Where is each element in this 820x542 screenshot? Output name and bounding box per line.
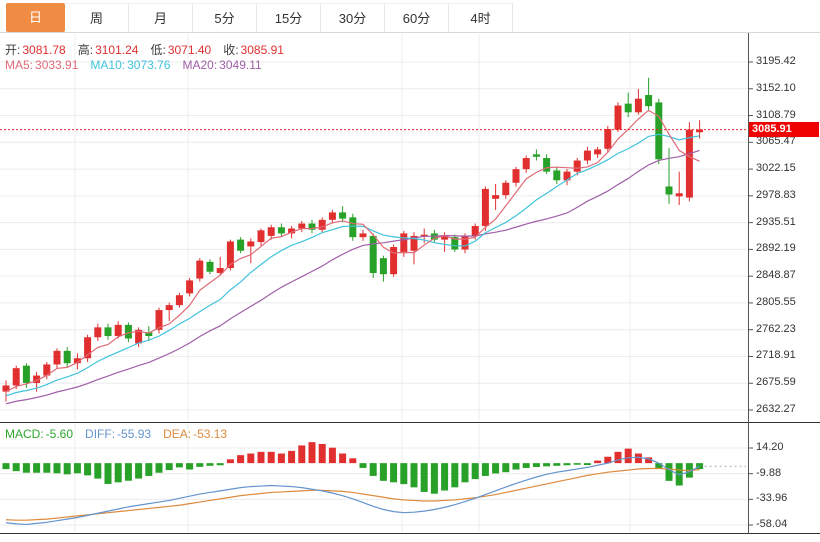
y-axis-label: 2632.27 — [756, 403, 796, 415]
current-price-tag: 3085.91 — [749, 122, 819, 138]
tab-15分[interactable]: 15分 — [257, 3, 321, 32]
low-value: 3071.40 — [167, 43, 212, 57]
open-label: 开: — [5, 43, 21, 57]
dea-label: DEA: — [163, 427, 192, 441]
open-value: 3081.78 — [22, 43, 66, 57]
ma10-label: MA10: — [90, 58, 126, 72]
y-axis-label: 2935.51 — [756, 215, 796, 228]
macd-value: -5.60 — [45, 427, 74, 441]
low-label: 低: — [150, 43, 166, 57]
y-axis-label: 14.20 — [756, 441, 784, 453]
y-axis-label: 3152.10 — [756, 81, 796, 94]
ma5-value: 3033.91 — [35, 58, 79, 72]
diff-value: -55.93 — [117, 427, 152, 441]
close-label: 收: — [223, 43, 239, 57]
close-value: 3085.91 — [240, 43, 284, 57]
ohlc-readout: 开: 3081.78 高: 3101.24 低: 3071.40 收: 3085.91 — [5, 41, 286, 58]
y-axis-label: 2762.23 — [756, 322, 796, 335]
y-axis-label: 3108.79 — [756, 108, 796, 121]
tab-30分[interactable]: 30分 — [321, 3, 385, 32]
ma5-label: MA5: — [5, 58, 34, 72]
tab-月[interactable]: 月 — [129, 3, 193, 32]
macd-label: MACD: — [5, 427, 44, 441]
timeframe-tabbar: 日周月 5分 15分 30分 60分 4时 — [0, 0, 820, 33]
tab-60分[interactable]: 60分 — [385, 3, 449, 32]
tab-5分[interactable]: 5分 — [193, 3, 257, 32]
y-axis-label: 2848.87 — [756, 269, 796, 282]
high-label: 高: — [77, 43, 94, 57]
macd-readout: MACD: -5.60 DIFF: -55.93 DEA: -53.13 — [5, 427, 229, 441]
diff-label: DIFF: — [85, 427, 116, 441]
ma20-label: MA20: — [182, 58, 218, 72]
ma10-value: 3073.76 — [127, 58, 171, 72]
y-axis-label: 2892.19 — [756, 242, 796, 255]
y-axis-label: 3022.15 — [756, 162, 796, 175]
ma-readout: MA5: 3033.91 MA10: 3073.76 MA20: 3049.11 — [5, 58, 264, 72]
y-axis-label: 3065.47 — [756, 135, 796, 148]
tab-周[interactable]: 周 — [65, 3, 129, 32]
dea-value: -53.13 — [193, 427, 228, 441]
tab-4时[interactable]: 4时 — [449, 3, 513, 32]
ma20-value: 3049.11 — [219, 58, 262, 72]
y-axis-label: 3195.42 — [756, 55, 796, 67]
y-axis-label: -9.88 — [756, 466, 782, 479]
y-axis-label: 2718.91 — [756, 349, 796, 362]
tab-日[interactable]: 日 — [6, 3, 65, 32]
y-axis-label: -33.96 — [756, 492, 788, 505]
y-axis-label: -58.04 — [756, 518, 788, 530]
y-axis-label: 2978.83 — [756, 188, 796, 201]
y-axis-label: 2675.59 — [756, 376, 796, 389]
high-value: 3101.24 — [95, 43, 139, 57]
y-axis-label: 2805.55 — [756, 295, 796, 308]
